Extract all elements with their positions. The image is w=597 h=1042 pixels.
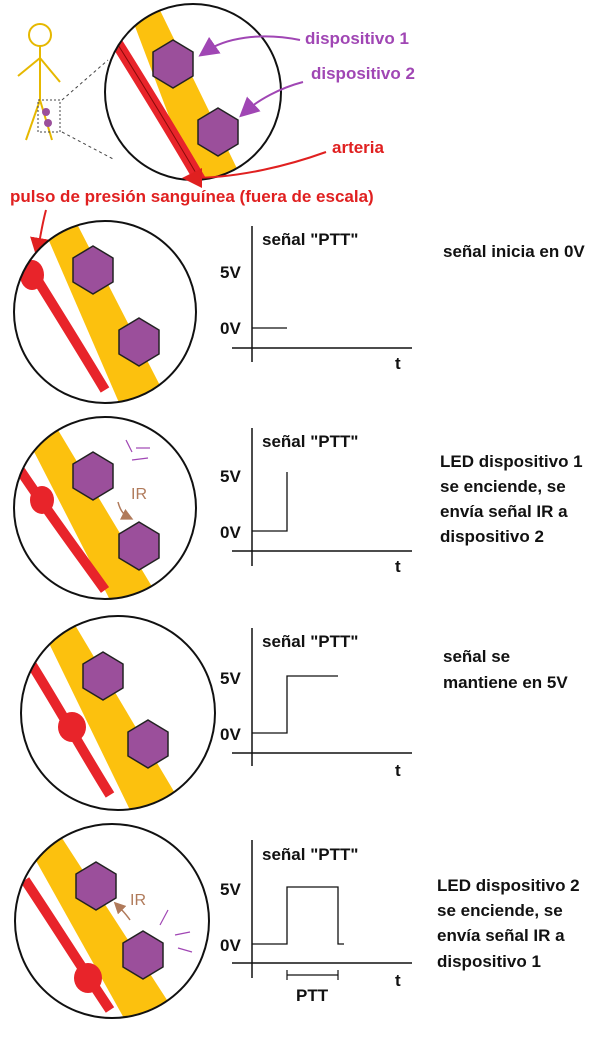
pulse-arrow xyxy=(30,209,50,258)
step-3-y-high: 5V xyxy=(220,669,241,688)
human-figure xyxy=(17,23,61,141)
ptt-label: PTT xyxy=(296,986,329,1005)
step-4-ir-label: IR xyxy=(130,892,146,909)
step-4-desc-line-2: se enciende, se xyxy=(437,901,563,920)
step-2-y-low: 0V xyxy=(220,523,241,542)
step-2-graph-title: señal "PTT" xyxy=(262,432,358,451)
step-4-graph xyxy=(232,840,412,980)
step-2-x-label: t xyxy=(395,557,401,576)
step-2-ir-label: IR xyxy=(131,486,147,503)
step-1-graph-title: señal "PTT" xyxy=(262,230,358,249)
step-1-y-low: 0V xyxy=(220,319,241,338)
zoom-line-bottom xyxy=(61,131,116,161)
step-2-circle xyxy=(13,416,197,600)
step-1-graph xyxy=(232,226,412,362)
step-2-desc-line-2: se enciende, se xyxy=(440,477,566,496)
device-2-label: dispositivo 2 xyxy=(311,64,415,83)
step-3-desc-line-2: mantiene en 5V xyxy=(443,673,568,692)
step-1-desc-line-1: señal inicia en 0V xyxy=(443,242,585,261)
step-3-graph-title: señal "PTT" xyxy=(262,632,358,651)
step-4-light-rays xyxy=(159,909,193,953)
artery-label: arteria xyxy=(332,138,385,157)
device-2-hex xyxy=(197,107,239,157)
step-2-desc-line-3: envía señal IR a xyxy=(440,502,568,521)
step-3-graph xyxy=(232,628,412,766)
artery-arrow xyxy=(182,151,327,188)
pulse-label: pulso de presión sanguínea (fuera de esc… xyxy=(10,187,374,206)
step-4-desc-line-3: envía señal IR a xyxy=(437,926,565,945)
zoom-line-top xyxy=(61,59,109,101)
step-4-x-label: t xyxy=(395,971,401,990)
device-1-hex xyxy=(152,39,194,89)
step-2-y-high: 5V xyxy=(220,467,241,486)
step-4-circle xyxy=(14,823,210,1019)
step-4-graph-title: señal "PTT" xyxy=(262,845,358,864)
step-3-x-label: t xyxy=(395,761,401,780)
zoom-circle xyxy=(104,3,282,181)
device-1-label: dispositivo 1 xyxy=(305,29,409,48)
step-2-ir-arrow xyxy=(117,501,134,520)
step-1-y-high: 5V xyxy=(220,263,241,282)
wrist-devices-dot xyxy=(42,108,52,127)
step-3-circle xyxy=(20,615,216,811)
step-2-signal xyxy=(252,472,288,532)
step-3-y-low: 0V xyxy=(220,725,241,744)
step-3-desc-line-1: señal se xyxy=(443,647,510,666)
step-4-y-low: 0V xyxy=(220,936,241,955)
step-4-desc-line-1: LED dispositivo 2 xyxy=(437,876,580,895)
zoom-box xyxy=(37,99,61,133)
step-4-y-high: 5V xyxy=(220,880,241,899)
step-1-x-label: t xyxy=(395,354,401,373)
step-3-signal xyxy=(252,675,338,734)
step-2-light-rays xyxy=(125,439,150,461)
step-2-desc-line-1: LED dispositivo 1 xyxy=(440,452,583,471)
step-4-ir-arrow xyxy=(113,901,131,921)
device-2-arrow xyxy=(239,81,304,118)
step-2-graph xyxy=(232,428,412,566)
step-4-signal xyxy=(252,886,344,945)
step-4-desc-line-4: dispositivo 1 xyxy=(437,952,541,971)
device-1-arrow xyxy=(198,35,301,57)
step-2-desc-line-4: dispositivo 2 xyxy=(440,527,544,546)
step-1-circle xyxy=(13,220,197,404)
